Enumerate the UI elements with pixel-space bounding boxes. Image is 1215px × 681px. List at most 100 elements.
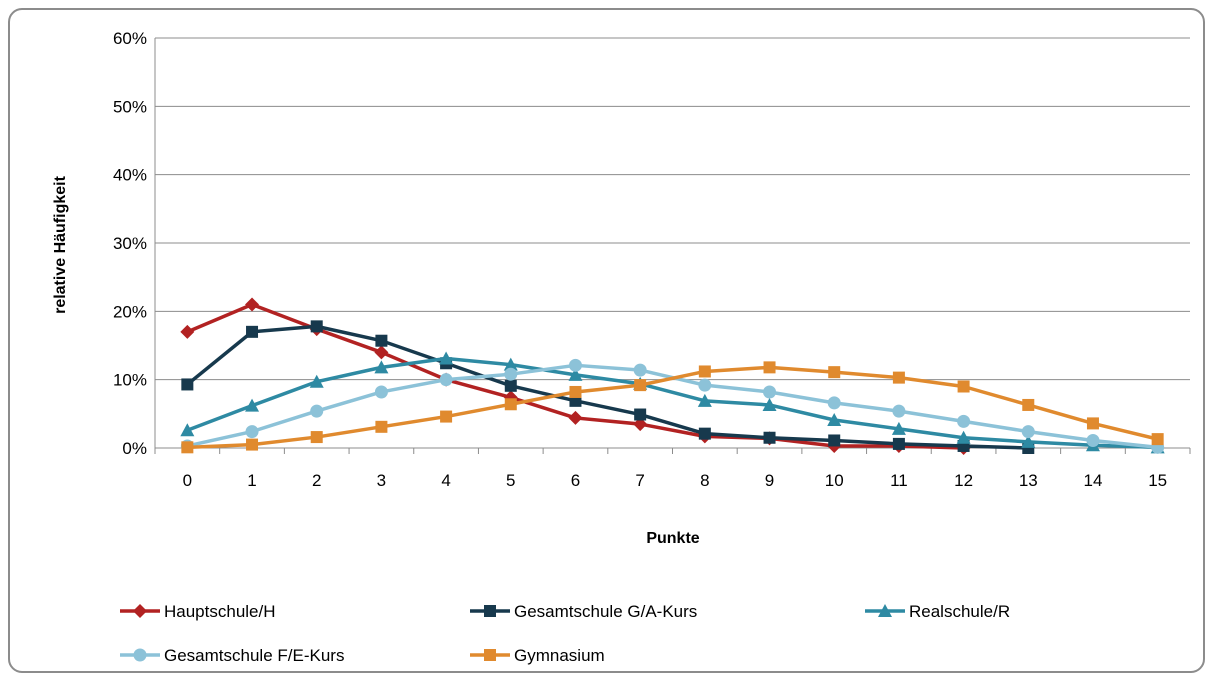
- data-point: [310, 320, 323, 333]
- x-tick-label: 5: [506, 471, 515, 490]
- data-point: [892, 437, 905, 450]
- data-point: [568, 367, 583, 381]
- data-point: [633, 417, 648, 432]
- x-tick-label: 3: [377, 471, 386, 490]
- x-tick-label: 1: [247, 471, 256, 490]
- x-tick-label: 14: [1084, 471, 1103, 490]
- chart-frame: [8, 8, 1205, 673]
- series-3: [180, 351, 1165, 454]
- data-point: [180, 324, 195, 339]
- data-point: [1086, 417, 1099, 430]
- data-point: [634, 408, 647, 421]
- series-group: [180, 297, 1165, 455]
- data-point: [375, 334, 388, 347]
- data-point: [827, 412, 842, 426]
- legend-marker: [133, 604, 147, 618]
- y-tick-label: 60%: [113, 29, 147, 48]
- data-point: [763, 361, 776, 374]
- legend-label: Hauptschule/H: [164, 602, 276, 621]
- y-tick-label: 30%: [113, 234, 147, 253]
- data-point: [828, 434, 841, 447]
- tick-labels: 0%10%20%30%40%50%60%0 1 2 3 4 5 6 7 8 9 10 11 12 13 14…: [113, 29, 1167, 490]
- data-point: [634, 379, 647, 392]
- series-line: [186, 324, 1029, 450]
- data-point: [762, 397, 777, 411]
- data-point: [1151, 433, 1164, 446]
- x-tick-label: 9: [765, 471, 774, 490]
- legend-item: Gymnasium: [470, 646, 605, 665]
- data-point: [310, 431, 323, 444]
- data-point: [698, 378, 712, 392]
- legend-item: Hauptschule/H: [120, 602, 276, 621]
- legend: Hauptschule/H Gesamtschule G/A-Kurs Realsc…: [120, 602, 1010, 665]
- y-tick-label: 40%: [113, 166, 147, 185]
- data-point: [504, 367, 518, 381]
- legend-marker: [484, 605, 496, 617]
- data-point: [245, 398, 260, 412]
- data-point: [504, 398, 517, 411]
- data-point: [568, 410, 583, 425]
- legend-label: Gesamtschule F/E-Kurs: [164, 646, 344, 665]
- data-point: [1086, 433, 1100, 447]
- data-point: [957, 380, 970, 393]
- data-point: [892, 371, 905, 384]
- series-line: [186, 356, 1158, 450]
- data-point: [827, 396, 841, 410]
- data-point: [503, 357, 518, 371]
- legend-marker: [484, 649, 496, 661]
- legend-label: Gesamtschule G/A-Kurs: [514, 602, 697, 621]
- data-point: [439, 351, 454, 365]
- legend-label: Realschule/R: [909, 602, 1010, 621]
- data-point: [698, 365, 711, 378]
- data-point: [1021, 425, 1035, 439]
- y-tick-label: 20%: [113, 302, 147, 321]
- data-point: [310, 404, 324, 418]
- y-tick-label: 10%: [113, 371, 147, 390]
- data-point: [763, 431, 776, 444]
- legend-marker: [878, 604, 892, 617]
- legend-label: Gymnasium: [514, 646, 605, 665]
- data-point: [181, 441, 194, 454]
- legend-item: Realschule/R: [865, 602, 1010, 621]
- legend-item: Gesamtschule F/E-Kurs: [120, 646, 344, 665]
- y-tick-label: 50%: [113, 97, 147, 116]
- series-line: [187, 365, 1159, 450]
- x-tick-label: 11: [890, 471, 908, 490]
- data-point: [891, 421, 906, 435]
- data-point: [504, 379, 517, 392]
- data-point: [245, 297, 260, 312]
- x-tick-label: 15: [1148, 471, 1167, 490]
- data-point: [956, 430, 971, 444]
- data-point: [828, 366, 841, 379]
- data-point: [374, 345, 389, 360]
- data-point: [569, 385, 582, 398]
- data-point: [439, 373, 453, 387]
- data-point: [375, 420, 388, 433]
- data-point: [763, 385, 777, 399]
- data-point: [1021, 434, 1036, 448]
- data-point: [698, 427, 711, 440]
- x-axis-title: Punkte: [646, 530, 699, 547]
- y-axis-title: relative Häufigkeit: [52, 175, 69, 314]
- data-point: [245, 425, 259, 439]
- data-point: [181, 378, 194, 391]
- x-tick-label: 0: [183, 471, 192, 490]
- x-tick-label: 4: [441, 471, 450, 490]
- legend-item: Gesamtschule G/A-Kurs: [470, 602, 697, 621]
- data-point: [697, 393, 712, 407]
- data-point: [957, 414, 971, 428]
- data-point: [374, 385, 388, 399]
- data-point: [180, 423, 195, 437]
- y-tick-label: 0%: [122, 439, 147, 458]
- data-point: [1022, 398, 1035, 411]
- x-tick-label: 8: [700, 471, 709, 490]
- data-point: [246, 325, 259, 338]
- data-point: [633, 363, 647, 377]
- x-tick-label: 2: [312, 471, 321, 490]
- x-tick-label: 13: [1019, 471, 1038, 490]
- data-point: [440, 410, 453, 423]
- data-point: [374, 360, 389, 374]
- data-point: [568, 358, 582, 372]
- data-point: [309, 374, 324, 388]
